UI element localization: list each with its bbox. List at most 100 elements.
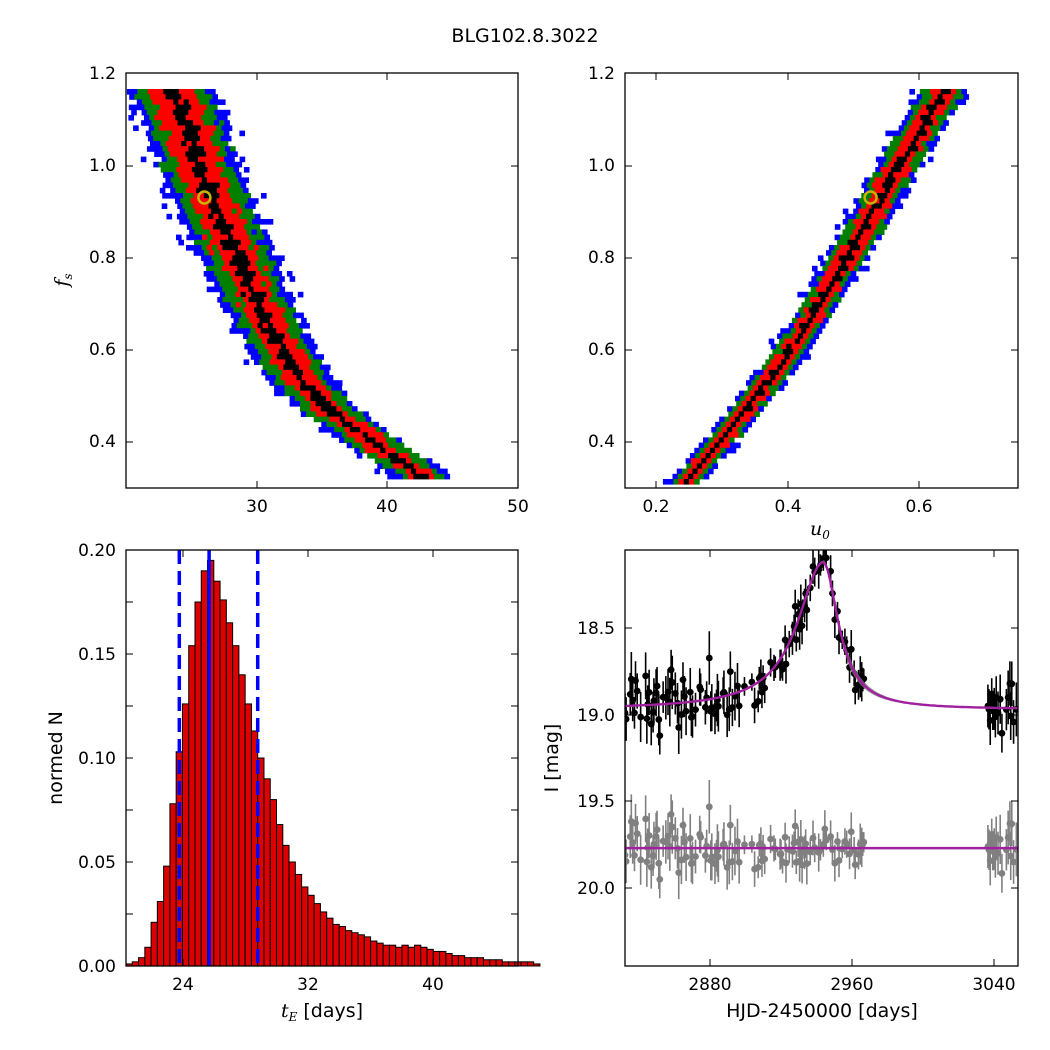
contour-cell xyxy=(286,328,293,334)
contour-cell xyxy=(832,276,838,282)
histogram-bar xyxy=(470,957,478,967)
contour-cell xyxy=(329,416,335,423)
contour-cell xyxy=(226,161,232,168)
contour-cell xyxy=(177,156,183,163)
contour-cell xyxy=(835,297,842,303)
contour-cell xyxy=(215,135,222,142)
contour-cell xyxy=(817,302,823,308)
contour-cell xyxy=(797,333,804,339)
histogram-bar xyxy=(376,942,384,967)
histogram-bar xyxy=(345,930,353,967)
data-point xyxy=(1007,712,1015,720)
contour-cell xyxy=(749,411,755,417)
contour-cell xyxy=(276,271,283,277)
contour-cell xyxy=(190,198,197,204)
contour-cell xyxy=(250,281,257,287)
contour-cell xyxy=(254,307,260,313)
contour-cell xyxy=(209,250,215,256)
contour-cell xyxy=(715,421,721,428)
contour-cell xyxy=(266,271,272,277)
contour-cell xyxy=(900,141,906,147)
contour-cell xyxy=(336,432,343,438)
contour-cell xyxy=(224,193,231,199)
contour-cell xyxy=(286,271,293,277)
xtick-label: 24 xyxy=(172,975,194,995)
contour-cell xyxy=(144,94,151,100)
contour-cell xyxy=(258,333,265,339)
contour-cell xyxy=(207,141,213,147)
contour-cell xyxy=(702,463,708,469)
contour-cell xyxy=(374,458,381,464)
contour-cell xyxy=(336,390,343,397)
contour-cell xyxy=(724,442,731,449)
histogram-bar xyxy=(332,923,340,967)
contour-cell xyxy=(163,172,169,178)
contour-cell xyxy=(346,442,353,449)
histogram-bar xyxy=(351,932,359,967)
contour-cell xyxy=(892,135,899,142)
contour-cell xyxy=(200,125,207,131)
contour-cell xyxy=(236,208,243,215)
contour-cell xyxy=(210,89,216,95)
contour-cell xyxy=(346,406,353,412)
contour-cell xyxy=(155,141,161,147)
contour-cell xyxy=(161,203,168,209)
contour-cell xyxy=(336,406,342,412)
contour-cell xyxy=(879,187,886,194)
contour-cell xyxy=(245,328,251,334)
contour-cell xyxy=(903,125,910,131)
contour-cell xyxy=(928,109,935,116)
contour-cell xyxy=(274,359,281,365)
contour-cell xyxy=(234,328,241,334)
contour-cell xyxy=(232,255,238,261)
contour-cell xyxy=(914,125,920,131)
data-point xyxy=(655,716,663,723)
contour-cell xyxy=(222,286,228,293)
contour-cell xyxy=(339,427,345,433)
contour-cell xyxy=(175,198,181,204)
contour-cell xyxy=(177,203,183,209)
contour-cell xyxy=(868,229,875,235)
contour-cell xyxy=(217,141,224,147)
contour-cell xyxy=(921,104,927,111)
contour-cell xyxy=(214,281,220,287)
contour-cell xyxy=(168,99,174,105)
contour-cell xyxy=(210,219,217,225)
residual-point xyxy=(643,858,651,866)
contour-cell xyxy=(881,224,888,230)
contour-cell xyxy=(282,369,288,376)
contour-cell xyxy=(341,395,348,402)
contour-cell xyxy=(875,167,881,173)
xtick-label: 2880 xyxy=(688,975,731,995)
contour-cell xyxy=(264,359,270,365)
axes-frame xyxy=(125,72,519,489)
contour-cell xyxy=(184,219,191,225)
contour-cell xyxy=(212,177,218,183)
contour-cell xyxy=(227,297,234,303)
contour-cell xyxy=(932,120,939,126)
contour-cell xyxy=(854,245,861,251)
contour-cell xyxy=(243,177,249,183)
contour-cell xyxy=(868,208,875,215)
contour-cell xyxy=(893,172,899,178)
residual-point xyxy=(860,838,868,846)
contour-cell xyxy=(263,255,270,261)
contour-cell xyxy=(300,395,306,402)
contour-cell xyxy=(250,203,256,209)
contour-cell xyxy=(228,167,234,173)
residual-point xyxy=(675,869,683,877)
contour-cell xyxy=(196,104,202,111)
contour-cell xyxy=(235,291,241,298)
contour-cell xyxy=(434,463,441,469)
contour-cell xyxy=(416,458,422,464)
contour-cell xyxy=(282,338,289,345)
contour-cell xyxy=(723,437,730,443)
contour-cell xyxy=(826,312,832,319)
contour-cell xyxy=(892,182,899,189)
contour-cell xyxy=(899,151,906,157)
contour-cell xyxy=(805,312,812,319)
contour-cell xyxy=(730,421,737,428)
contour-cell xyxy=(313,416,320,423)
contour-cell xyxy=(233,307,239,313)
contour-cell xyxy=(398,453,404,459)
